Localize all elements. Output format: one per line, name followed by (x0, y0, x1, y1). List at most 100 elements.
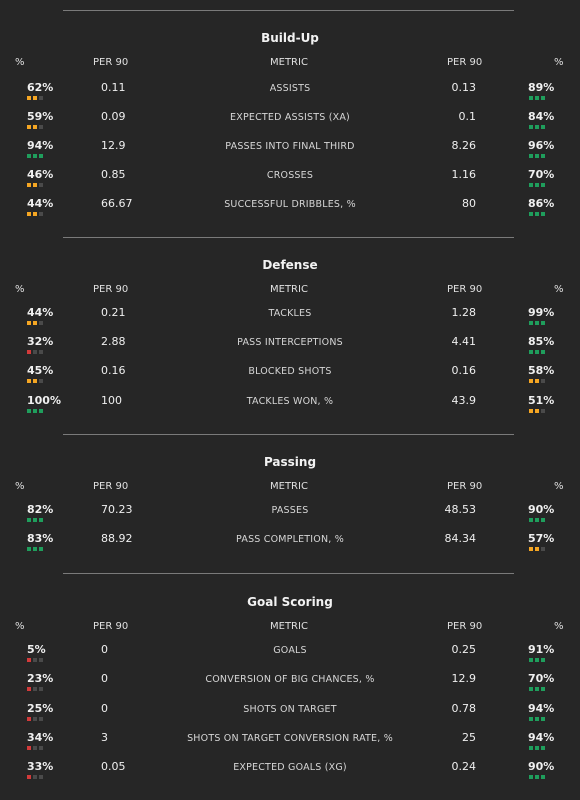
left-percentile: 82% (27, 503, 54, 516)
percentile-bar-segment (39, 212, 43, 216)
percentile-bar-segment (535, 96, 539, 100)
right-percentile: 99% (528, 306, 555, 319)
header-left-per90: PER 90 (93, 621, 129, 632)
percentile-bar-segment (39, 547, 43, 551)
percentile-bar-segment (535, 409, 539, 413)
header-right-per90: PER 90 (447, 621, 483, 632)
percentile-bar-segment (33, 321, 37, 325)
right-per90-value: 48.53 (444, 503, 477, 516)
header-left-percent: % (15, 621, 25, 632)
percentile-bar-segment (27, 96, 31, 100)
header-left-percent: % (15, 57, 25, 68)
left-per90-value: 0 (101, 672, 108, 685)
left-per90-value: 66.67 (101, 197, 133, 210)
percentile-bar-segment (27, 746, 31, 750)
left-percentile: 45% (27, 364, 54, 377)
right-percentile: 96% (528, 139, 555, 152)
header-metric: METRIC (270, 621, 308, 632)
left-per90-value: 2.88 (101, 335, 126, 348)
left-percentile: 83% (27, 532, 54, 545)
right-per90-value: 8.26 (451, 139, 477, 152)
right-per90-value: 84.34 (444, 532, 477, 545)
right-percentile: 57% (528, 532, 555, 545)
metric-row: 44% 0.21 TACKLES 1.28 99% (0, 306, 580, 330)
percentile-bar-segment (27, 350, 31, 354)
percentile-bar-segment (27, 717, 31, 721)
percentile-bar-segment (529, 518, 533, 522)
header-right-per90: PER 90 (447, 481, 483, 492)
left-per90-value: 70.23 (101, 503, 133, 516)
metric-row: 45% 0.16 BLOCKED SHOTS 0.16 58% (0, 364, 580, 388)
percentile-bar-segment (33, 212, 37, 216)
percentile-bar-segment (27, 379, 31, 383)
right-percentile: 70% (528, 672, 555, 685)
metric-name: SHOTS ON TARGET CONVERSION RATE, % (187, 733, 393, 744)
header-right-percent: % (554, 284, 564, 295)
metric-name: PASS INTERCEPTIONS (237, 337, 343, 348)
left-per90-value: 3 (101, 731, 108, 744)
header-metric: METRIC (270, 284, 308, 295)
percentile-bar-segment (33, 409, 37, 413)
percentile-bar-segment (541, 687, 545, 691)
right-percentile: 90% (528, 760, 555, 773)
left-percentile: 44% (27, 306, 54, 319)
metric-row: 5% 0 GOALS 0.25 91% (0, 643, 580, 667)
percentile-bar-segment (27, 547, 31, 551)
percentile-bar-segment (39, 379, 43, 383)
header-left-per90: PER 90 (93, 481, 129, 492)
percentile-bar-segment (39, 350, 43, 354)
right-percentile: 91% (528, 643, 555, 656)
right-percentile: 70% (528, 168, 555, 181)
left-percentile: 44% (27, 197, 54, 210)
section-divider (63, 434, 514, 435)
percentile-bar-segment (535, 547, 539, 551)
metric-row: 44% 66.67 SUCCESSFUL DRIBBLES, % 80 86% (0, 197, 580, 221)
metric-name: PASS COMPLETION, % (236, 534, 344, 545)
left-percentile: 34% (27, 731, 54, 744)
left-per90-value: 0.09 (101, 110, 126, 123)
percentile-bar-segment (529, 658, 533, 662)
percentile-bar-segment (529, 775, 533, 779)
left-percentile: 25% (27, 702, 54, 715)
section-title-defense: Defense (262, 258, 318, 272)
percentile-bar-segment (535, 658, 539, 662)
percentile-bar-segment (39, 746, 43, 750)
percentile-bar-segment (39, 687, 43, 691)
metric-name: PASSES (271, 505, 309, 516)
right-percentile: 94% (528, 702, 555, 715)
left-per90-value: 0.11 (101, 81, 126, 94)
percentile-bar-segment (529, 350, 533, 354)
percentile-bar-segment (27, 775, 31, 779)
right-per90-value: 0.78 (451, 702, 477, 715)
left-per90-value: 0 (101, 702, 108, 715)
left-percentile: 100% (27, 394, 61, 407)
right-per90-value: 0.1 (458, 110, 477, 123)
metric-row: 94% 12.9 PASSES INTO FINAL THIRD 8.26 96% (0, 139, 580, 163)
right-percentile: 58% (528, 364, 555, 377)
section-title-passing: Passing (263, 455, 317, 469)
percentile-bar-segment (541, 547, 545, 551)
right-percentile: 51% (528, 394, 555, 407)
percentile-bar-segment (529, 717, 533, 721)
left-per90-value: 0.05 (101, 760, 126, 773)
right-per90-value: 4.41 (451, 335, 477, 348)
percentile-bar-segment (33, 687, 37, 691)
percentile-bar-segment (33, 183, 37, 187)
left-percentile: 33% (27, 760, 54, 773)
percentile-bar-segment (541, 183, 545, 187)
percentile-bar-segment (529, 125, 533, 129)
right-per90-value: 0.13 (451, 81, 477, 94)
section-divider (63, 237, 514, 238)
right-percentile: 94% (528, 731, 555, 744)
metric-row: 82% 70.23 PASSES 48.53 90% (0, 503, 580, 527)
right-percentile: 84% (528, 110, 555, 123)
left-per90-value: 0.16 (101, 364, 126, 377)
percentile-bar-segment (541, 212, 545, 216)
percentile-bar-segment (529, 687, 533, 691)
percentile-bar-segment (529, 321, 533, 325)
percentile-bar-segment (535, 321, 539, 325)
percentile-bar-segment (39, 96, 43, 100)
metric-name: PASSES INTO FINAL THIRD (225, 141, 355, 152)
percentile-bar-segment (33, 746, 37, 750)
percentile-bar-segment (535, 154, 539, 158)
